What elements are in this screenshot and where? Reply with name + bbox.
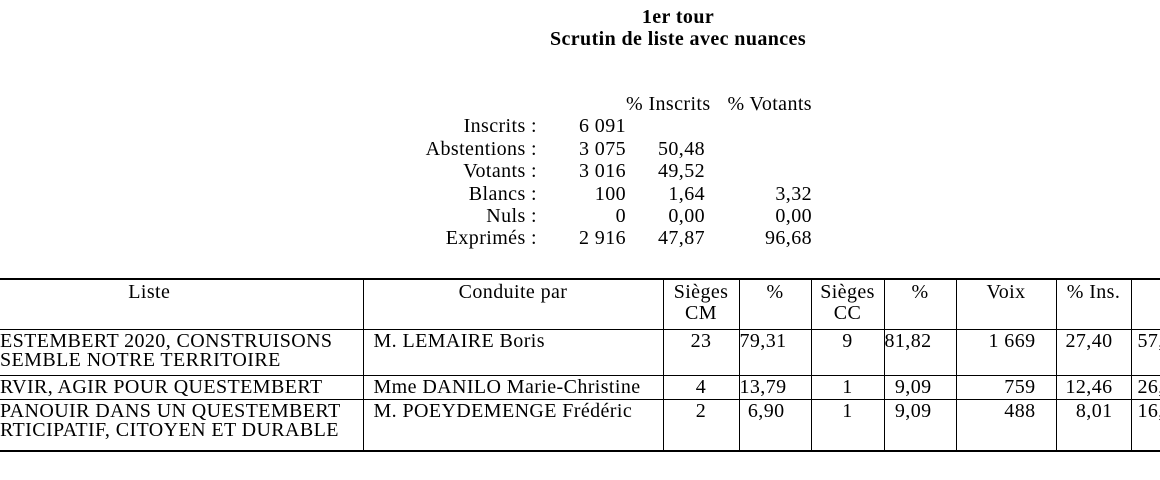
cell-pct-inscrits: 12,46 [1055, 374, 1132, 400]
summary-label-inscrits: Inscrits : [463, 115, 537, 138]
cell-pct-inscrits: 8,01 [1055, 398, 1132, 452]
summary-pct-inscrits-inscrits [626, 115, 705, 137]
col-header-sieges-cc-line2: CC [833, 302, 862, 324]
page-title: 1er tour Scrutin de liste avec nuances [550, 6, 806, 51]
cell-pct-exprimes: 26, [1130, 374, 1160, 400]
summary-label-exprimes: Exprimés : [445, 227, 537, 250]
liste-name-line: ESTEMBERT 2020, CONSTRUISONS [0, 329, 333, 352]
summary-header-spacer [537, 93, 626, 115]
cell-pct-cm: 79,31 [738, 328, 812, 376]
summary-label-nuls: Nuls : [486, 204, 537, 227]
cell-liste: RVIR, AGIR POUR QUESTEMBERT [0, 374, 364, 400]
col-header-pct-cc: % [883, 278, 957, 330]
cell-sieges-cc: 1 [810, 374, 885, 400]
results-header-row: Liste Conduite par Sièges CM % Sièges CC… [0, 278, 1160, 330]
cell-liste: ESTEMBERT 2020, CONSTRUISONS SEMBLE NOTR… [0, 328, 364, 376]
col-header-voix: Voix [955, 278, 1057, 330]
cell-sieges-cm: 2 [662, 398, 740, 452]
col-header-sieges-cm-line1: Sièges [673, 281, 729, 303]
col-header-sieges-cm: Sièges CM [662, 278, 740, 330]
results-row: RVIR, AGIR POUR QUESTEMBERT Mme DANILO M… [0, 374, 1160, 400]
round-title: 1er tour [641, 6, 715, 28]
cell-pct-cm: 6,90 [738, 398, 812, 452]
liste-name-line: RTICIPATIF, CITOYEN ET DURABLE [0, 418, 339, 441]
col-header-conduite-par: Conduite par [362, 278, 664, 330]
summary-value-votants: 3 016 [579, 160, 626, 183]
summary-value-nuls: 0 [615, 204, 626, 227]
col-header-pct-cm: % [738, 278, 812, 330]
summary-value-blancs: 100 [594, 182, 626, 205]
cell-pct-cc: 9,09 [883, 398, 957, 452]
cell-conduite-par: M. POEYDEMENGE Frédéric [362, 398, 664, 452]
summary-pct-votants-inscrits [705, 115, 812, 137]
col-header-liste: Liste [0, 278, 364, 330]
summary-pct-inscrits-blancs: 1,64 [668, 182, 705, 205]
cell-sieges-cc: 9 [810, 328, 885, 376]
cell-pct-inscrits: 27,40 [1055, 328, 1132, 376]
summary-header-pct-inscrits: % Inscrits [626, 93, 711, 115]
summary-value-abstentions: 3 075 [579, 137, 626, 160]
summary-value-exprimes: 2 916 [579, 227, 626, 250]
summary-pct-votants-nuls: 0,00 [775, 204, 812, 227]
summary-label-abstentions: Abstentions : [425, 137, 537, 160]
col-header-pct-inscrits: % Ins. [1055, 278, 1132, 330]
cell-voix: 488 [955, 398, 1057, 452]
col-header-sieges-cc-line1: Sièges [820, 281, 875, 303]
cell-pct-cc: 9,09 [883, 374, 957, 400]
cell-pct-cc: 81,82 [883, 328, 957, 376]
summary-pct-inscrits-nuls: 0,00 [668, 204, 705, 227]
summary-value-inscrits: 6 091 [579, 115, 626, 138]
col-header-sieges-cm-line2: CM [685, 302, 717, 324]
summary-pct-inscrits-exprimes: 47,87 [658, 227, 705, 250]
summary-pct-inscrits-votants: 49,52 [658, 160, 705, 183]
results-table: Liste Conduite par Sièges CM % Sièges CC… [0, 278, 1160, 452]
liste-name-line: PANOUIR DANS UN QUESTEMBERT [0, 399, 341, 422]
ballot-type-title: Scrutin de liste avec nuances [549, 28, 807, 51]
participation-summary: % Inscrits % Votants Inscrits : 6 091 Ab… [347, 93, 812, 250]
cell-sieges-cc: 1 [810, 398, 885, 452]
cell-pct-exprimes: 16, [1130, 398, 1160, 452]
summary-pct-votants-exprimes: 96,68 [765, 227, 812, 250]
summary-header-spacer [347, 93, 537, 115]
summary-pct-votants-blancs: 3,32 [775, 182, 812, 205]
summary-pct-inscrits-abstentions: 50,48 [658, 137, 705, 160]
cell-conduite-par: Mme DANILO Marie-Christine [362, 374, 664, 400]
cell-sieges-cm: 23 [662, 328, 740, 376]
col-header-pct-exprimes: % [1130, 278, 1160, 330]
summary-label-votants: Votants : [463, 160, 537, 183]
summary-pct-votants-votants [705, 160, 812, 182]
cell-voix: 759 [955, 374, 1057, 400]
cell-pct-cm: 13,79 [738, 374, 812, 400]
liste-name-line: SEMBLE NOTRE TERRITOIRE [0, 348, 281, 371]
cell-pct-exprimes: 57, [1130, 328, 1160, 376]
results-row: PANOUIR DANS UN QUESTEMBERT RTICIPATIF, … [0, 398, 1160, 452]
summary-pct-votants-abstentions [705, 138, 812, 160]
summary-label-blancs: Blancs : [468, 182, 537, 205]
col-header-sieges-cc: Sièges CC [810, 278, 885, 330]
liste-name-line: RVIR, AGIR POUR QUESTEMBERT [0, 375, 323, 398]
cell-sieges-cm: 4 [662, 374, 740, 400]
summary-header-pct-votants: % Votants [727, 93, 812, 115]
cell-voix: 1 669 [955, 328, 1057, 376]
cell-liste: PANOUIR DANS UN QUESTEMBERT RTICIPATIF, … [0, 398, 364, 452]
cell-conduite-par: M. LEMAIRE Boris [362, 328, 664, 376]
results-row: ESTEMBERT 2020, CONSTRUISONS SEMBLE NOTR… [0, 328, 1160, 376]
